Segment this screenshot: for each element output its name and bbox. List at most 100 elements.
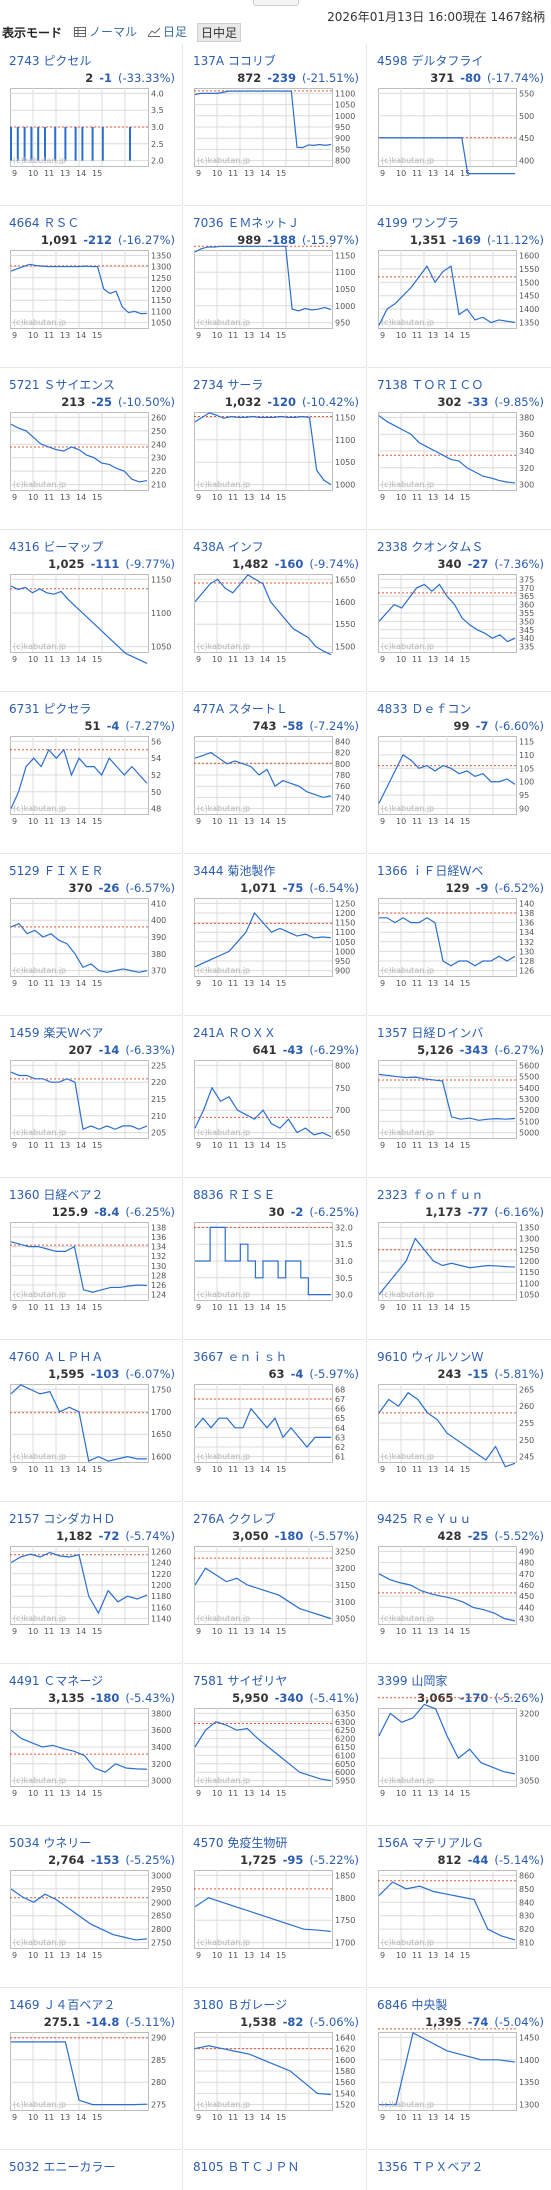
- stock-name-link[interactable]: 3399 山岡家: [377, 1674, 448, 1688]
- intraday-chart[interactable]: 3000 2950 2900 2850 2800 2750 9 10 11 13 14 15 (c)ka…: [10, 1870, 180, 1960]
- stock-card[interactable]: 6846 中央製 1,395 -74 (-5.04%) 1450 1400 1350 1300…: [368, 1988, 551, 2150]
- stock-name-link[interactable]: 4664 ＲＳＣ: [9, 216, 80, 230]
- intraday-chart[interactable]: 68 67 66 65 64 63 62 61 9 10 11 13 14 15 (c)kabutan.jp: [194, 1384, 364, 1474]
- stock-card[interactable]: 3444 菊池製作 1,071 -75 (-6.54%) 1250 1200 1150 110…: [184, 854, 367, 1016]
- stock-name-link[interactable]: 7036 ＥＭネットＪ: [193, 216, 300, 230]
- stock-card[interactable]: 1356 ＴＰＸベア２: [368, 2150, 551, 2190]
- stock-card[interactable]: 7036 ＥＭネットＪ 989 -188 (-15.97%) 1150 1100 1050 1…: [184, 206, 367, 368]
- stock-name-link[interactable]: 4570 免疫生物研: [193, 1836, 288, 1850]
- stock-card[interactable]: 1360 日経ベア２ 125.9 -8.4 (-6.25%) 138 136 134 132 1…: [0, 1178, 183, 1340]
- stock-name-link[interactable]: 2743 ピクセル: [9, 54, 92, 68]
- stock-card[interactable]: 137A ココリブ 872 -239 (-21.51%) 1100 1050 1000 950…: [184, 44, 367, 206]
- intraday-chart[interactable]: 800 750 700 650 9 10 11 13 14 15 (c)kabutan.jp: [194, 1060, 364, 1150]
- stock-name-link[interactable]: 3180 Ｂガレージ: [193, 1998, 288, 2012]
- stock-name-link[interactable]: 5032 エニーカラー: [9, 2160, 116, 2174]
- stock-card[interactable]: 4316 ビーマップ 1,025 -111 (-9.77%) 1150 1100 1050 9…: [0, 530, 183, 692]
- stock-name-link[interactable]: 4491 Ｃマネージ: [9, 1674, 104, 1688]
- intraday-chart[interactable]: 1150 1100 1050 9 10 11 13 14 15 (c)kabutan.jp: [10, 574, 180, 664]
- stock-card[interactable]: 6731 ピクセラ 51 -4 (-7.27%) 56 54 52 50 48 9 10 11 13 14…: [0, 692, 183, 854]
- stock-name-link[interactable]: 8105 ＢＴＣＪＰＮ: [193, 2160, 300, 2174]
- stock-card[interactable]: 438A インフ 1,482 -160 (-9.74%) 1650 1600 1550 150…: [184, 530, 367, 692]
- stock-name-link[interactable]: 9610 ウィルソンＷ: [377, 1350, 484, 1364]
- stock-name-link[interactable]: 1469 Ｊ４百ベア２: [9, 1998, 116, 2012]
- stock-name-link[interactable]: 2323 ｆｏｎｆｕｎ: [377, 1188, 484, 1202]
- stock-name-link[interactable]: 6846 中央製: [377, 1998, 448, 2012]
- stock-card[interactable]: 1469 Ｊ４百ベア２ 275.1 -14.8 (-5.11%) 290 285 280 27…: [0, 1988, 183, 2150]
- intraday-chart[interactable]: 1150 1100 1050 1000 9 10 11 13 14 15 (c)kabutan.jp: [194, 412, 364, 502]
- stock-card[interactable]: 4570 免疫生物研 1,725 -95 (-5.22%) 1850 1800 1750 17…: [184, 1826, 367, 1988]
- stock-card[interactable]: 5034 ウネリー 2,764 -153 (-5.25%) 3000 2950 2900 28…: [0, 1826, 183, 1988]
- stock-card[interactable]: 4833 Ｄｅｆコン 99 -7 (-6.60%) 115 110 105 100 95 90 9 1…: [368, 692, 551, 854]
- stock-card[interactable]: 3399 山岡家 3,065 -170 (-5.26%) 3200 3100 3050 9 10…: [368, 1664, 551, 1826]
- intraday-chart[interactable]: 260 250 240 230 220 210 9 10 11 13 14 15 (c)kabutan.…: [10, 412, 180, 502]
- intraday-chart[interactable]: 265 260 255 250 245 9 10 11 13 14 15 (c)kabutan.jp: [378, 1384, 548, 1474]
- stock-card[interactable]: 477A スタートＬ 743 -58 (-7.24%) 840 820 800 780 760 7…: [184, 692, 367, 854]
- stock-card[interactable]: 4664 ＲＳＣ 1,091 -212 (-16.27%) 1350 1300 1250 12…: [0, 206, 183, 368]
- stock-name-link[interactable]: 276A ククレブ: [193, 1512, 276, 1526]
- stock-card[interactable]: 1366 ｉＦ日経Ｗベ 129 -9 (-6.52%) 140 138 136 134 132 1…: [368, 854, 551, 1016]
- mode-normal-link[interactable]: ノーマル: [74, 23, 137, 40]
- intraday-chart[interactable]: 860 850 840 830 820 810 9 10 11 13 14 15 (c)kabutan.…: [378, 1870, 548, 1960]
- stock-card[interactable]: 276A ククレブ 3,050 -180 (-5.57%) 3250 3200 3150 31…: [184, 1502, 367, 1664]
- stock-card[interactable]: 156A マテリアルＧ 812 -44 (-5.14%) 860 850 840 830 820…: [368, 1826, 551, 1988]
- stock-name-link[interactable]: 241A ＲＯＸＸ: [193, 1026, 276, 1040]
- intraday-chart[interactable]: 5600 5500 5400 5300 5200 5100 5000 9 10 11 13 14 15 (…: [378, 1060, 548, 1150]
- stock-name-link[interactable]: 1360 日経ベア２: [9, 1188, 104, 1202]
- intraday-chart[interactable]: 1260 1240 1220 1200 1180 1160 1140 9 10 11 13 14 15 (…: [10, 1546, 180, 1636]
- stock-name-link[interactable]: 2338 クオンタムＳ: [377, 540, 484, 554]
- scroll-top-tab[interactable]: [253, 0, 299, 6]
- intraday-chart[interactable]: 56 54 52 50 48 9 10 11 13 14 15 (c)kabutan.jp: [10, 736, 180, 826]
- stock-card[interactable]: 4199 ワンプラ 1,351 -169 (-11.12%) 1600 1550 1500 1…: [368, 206, 551, 368]
- stock-card[interactable]: 8105 ＢＴＣＪＰＮ: [184, 2150, 367, 2190]
- stock-card[interactable]: 8836 ＲＩＳＥ 30 -2 (-6.25%) 32.0 31.5 31.0 30.5 30.…: [184, 1178, 367, 1340]
- intraday-chart[interactable]: 138 136 134 132 130 128 126 124 9 10 11 13 14 15 (c)ka…: [10, 1222, 180, 1312]
- intraday-chart[interactable]: 32.0 31.5 31.0 30.5 30.0 9 10 11 13 14 15 (c)kabuta…: [194, 1222, 364, 1312]
- intraday-chart[interactable]: 1150 1100 1050 1000 950 9 10 11 13 14 15 (c)kabutan…: [194, 245, 364, 340]
- intraday-chart[interactable]: 380 360 340 320 300 9 10 11 13 14 15 (c)kabutan.jp: [378, 412, 548, 502]
- stock-name-link[interactable]: 477A スタートＬ: [193, 702, 288, 716]
- intraday-chart[interactable]: 490 480 470 460 450 440 430 9 10 11 13 14 15 (c)kabut…: [378, 1546, 548, 1636]
- stock-name-link[interactable]: 8836 ＲＩＳＥ: [193, 1188, 276, 1202]
- intraday-chart[interactable]: 3800 3600 3400 3200 3000 9 10 11 13 14 15 (c)kabuta…: [10, 1708, 180, 1798]
- intraday-chart[interactable]: 375 370 365 360 355 350 345 340 335 9 10 11 13 14 15 (c…: [378, 574, 548, 664]
- stock-name-link[interactable]: 1459 楽天Ｗベア: [9, 1026, 104, 1040]
- stock-card[interactable]: 4598 デルタフライ 371 -80 (-17.74%) 550 500 450 400 9 1…: [368, 44, 551, 206]
- stock-card[interactable]: 2734 サーラ 1,032 -120 (-10.42%) 1150 1100 1050 10…: [184, 368, 367, 530]
- stock-card[interactable]: 9610 ウィルソンＷ 243 -15 (-5.81%) 265 260 255 250 245…: [368, 1340, 551, 1502]
- intraday-chart[interactable]: 4.0 3.5 3.0 2.5 2.0 9 10 11 13 14 15 (c)kabutan.jp: [10, 88, 180, 178]
- intraday-chart[interactable]: 1750 1700 1650 1600 9 10 11 13 14 15 (c)kabutan.jp: [10, 1384, 180, 1474]
- intraday-chart[interactable]: 1350 1300 1250 1200 1150 1100 1050 9 10 11 13 14 15 (…: [378, 1222, 548, 1312]
- stock-card[interactable]: 1357 日経Ｄインバ 5,126 -343 (-6.27%) 5600 5500 5400…: [368, 1016, 551, 1178]
- stock-name-link[interactable]: 4760 ＡＬＰＨＡ: [9, 1350, 104, 1364]
- stock-name-link[interactable]: 7138 ＴＯＲＩＣＯ: [377, 378, 484, 392]
- stock-card[interactable]: 4760 ＡＬＰＨＡ 1,595 -103 (-6.07%) 1750 1700 1650 1…: [0, 1340, 183, 1502]
- stock-name-link[interactable]: 438A インフ: [193, 540, 264, 554]
- intraday-chart[interactable]: 225 220 215 210 205 9 10 11 13 14 15 (c)kabutan.jp: [10, 1060, 180, 1150]
- intraday-chart[interactable]: 1100 1050 1000 950 900 850 800 9 10 11 13 14 15 (c)ka…: [194, 88, 364, 178]
- stock-name-link[interactable]: 9425 ＲｅＹｕｕ: [377, 1512, 472, 1526]
- intraday-chart[interactable]: 550 500 450 400 9 10 11 13 14 15 (c)kabutan.jp: [378, 88, 548, 178]
- stock-card[interactable]: 5129 ＦＩＸＥＲ 370 -26 (-6.57%) 410 400 390 380 370 9…: [0, 854, 183, 1016]
- stock-name-link[interactable]: 4316 ビーマップ: [9, 540, 104, 554]
- stock-name-link[interactable]: 1366 ｉＦ日経Ｗベ: [377, 864, 484, 878]
- stock-card[interactable]: 2157 コシダカＨＤ 1,182 -72 (-5.74%) 1260 1240 1220 1…: [0, 1502, 183, 1664]
- intraday-chart[interactable]: 1250 1200 1150 1100 1050 1000 950 900 9 10 11 13 14 1…: [194, 898, 364, 988]
- mode-intraday-tab[interactable]: 日中足: [197, 23, 242, 42]
- stock-name-link[interactable]: 4833 Ｄｅｆコン: [377, 702, 472, 716]
- intraday-chart[interactable]: 290 285 280 275 9 10 11 13 14 15 (c)kabutan.jp: [10, 2032, 180, 2122]
- stock-name-link[interactable]: 3667 ｅｎｉｓｈ: [193, 1350, 288, 1364]
- stock-name-link[interactable]: 7581 サイゼリヤ: [193, 1674, 288, 1688]
- stock-card[interactable]: 5721 Ｓサイエンス 213 -25 (-10.50%) 260 250 240 230 22…: [0, 368, 183, 530]
- stock-name-link[interactable]: 4199 ワンプラ: [377, 216, 459, 230]
- mode-daily-link[interactable]: 日足: [148, 23, 187, 40]
- stock-name-link[interactable]: 3444 菊池製作: [193, 864, 276, 878]
- stock-name-link[interactable]: 5721 Ｓサイエンス: [9, 378, 115, 392]
- stock-name-link[interactable]: 137A ココリブ: [193, 54, 276, 68]
- intraday-chart[interactable]: 6350 6300 6250 6200 6150 6100 6050 6000 5950 9 10 1…: [194, 1708, 364, 1798]
- stock-card[interactable]: 7138 ＴＯＲＩＣＯ 302 -33 (-9.85%) 380 360 340 320 300…: [368, 368, 551, 530]
- stock-name-link[interactable]: 4598 デルタフライ: [377, 54, 484, 68]
- stock-card[interactable]: 7581 サイゼリヤ 5,950 -340 (-5.41%) 6350 6300 6250 6…: [184, 1664, 367, 1826]
- stock-card[interactable]: 2338 クオンタムＳ 340 -27 (-7.36%) 375 370 365 360 355…: [368, 530, 551, 692]
- stock-card[interactable]: 4491 Ｃマネージ 3,135 -180 (-5.43%) 3800 3600 3400 3…: [0, 1664, 183, 1826]
- stock-card[interactable]: 5032 エニーカラー: [0, 2150, 183, 2190]
